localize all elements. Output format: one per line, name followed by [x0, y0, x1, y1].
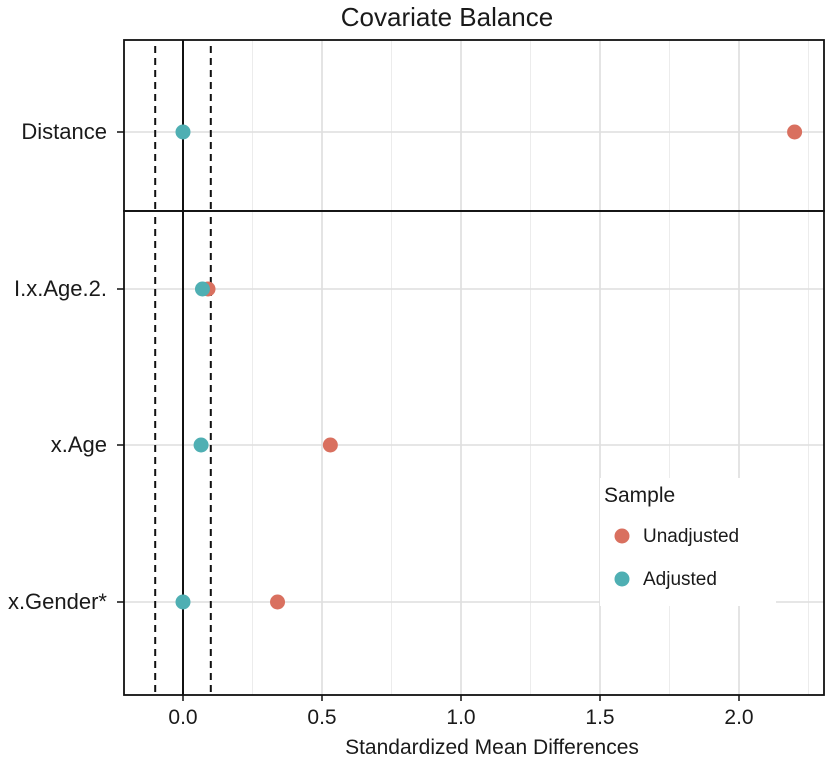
legend-key-unadjusted — [614, 528, 630, 544]
point-unadjusted-0 — [787, 124, 803, 140]
x-axis-label: Standardized Mean Differences — [345, 736, 639, 757]
point-adjusted-0 — [175, 124, 191, 140]
covariate-panel-frame — [123, 210, 825, 696]
legend: Sample Unadjusted Adjusted — [600, 478, 776, 606]
legend-key-adjusted — [614, 571, 630, 587]
point-adjusted-1 — [194, 281, 210, 297]
data-points — [175, 124, 803, 610]
x-tick-label: 2.0 — [724, 706, 753, 729]
point-adjusted-2 — [193, 437, 209, 453]
y-tick-label: I.x.Age.2. — [14, 276, 107, 301]
y-tick-label: x.Age — [51, 432, 107, 457]
x-tick-label: 0.0 — [168, 706, 197, 729]
x-tick-label: 1.0 — [446, 706, 475, 729]
panel-frames — [123, 39, 825, 696]
x-axis: 0.0 0.5 1.0 1.5 2.0 — [168, 695, 754, 729]
point-adjusted-3 — [175, 594, 191, 610]
distance-panel-frame — [123, 39, 825, 212]
legend-label-unadjusted: Unadjusted — [643, 526, 739, 547]
y-axis: Distance I.x.Age.2. x.Age x.Gender* — [8, 119, 124, 614]
x-gridlines — [182, 40, 809, 695]
x-tick-label: 1.5 — [585, 706, 614, 729]
legend-background — [600, 478, 776, 606]
y-tick-label: Distance — [21, 119, 107, 144]
chart-title: Covariate Balance — [341, 2, 553, 32]
legend-label-adjusted: Adjusted — [643, 569, 717, 590]
point-unadjusted-3 — [270, 594, 286, 610]
x-tick-label: 0.5 — [307, 706, 336, 729]
point-unadjusted-2 — [322, 437, 338, 453]
y-tick-label: x.Gender* — [8, 589, 107, 614]
legend-title: Sample — [604, 484, 675, 507]
